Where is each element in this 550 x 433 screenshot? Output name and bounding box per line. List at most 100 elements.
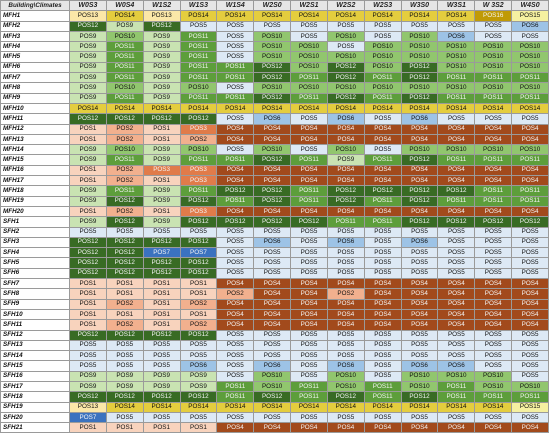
table-cell: POS4 [437, 175, 476, 187]
table-cell: POS1 [69, 298, 107, 310]
table-cell: POS5 [511, 267, 549, 280]
table-cell: POS11 [216, 391, 255, 403]
table-cell: POS5 [216, 226, 255, 238]
table-cell: POS5 [326, 329, 365, 341]
table-cell: POS9 [142, 154, 181, 166]
column-header: W4S0 [511, 0, 549, 12]
table-cell: POS5 [474, 329, 513, 341]
table-cell: POS9 [326, 154, 365, 166]
table-cell: POS10 [437, 51, 476, 63]
table-cell: POS3 [179, 164, 218, 177]
table-cell: POS12 [142, 113, 181, 125]
table-cell: POS4 [511, 164, 549, 177]
table-cell: POS5 [216, 257, 255, 269]
table-cell: POS12 [179, 236, 218, 249]
table-cell: POS5 [216, 113, 255, 125]
table-row: MFH7 POS9 POS11 POS9 POS11 POS11 POS12 POS11 POS… [0, 72, 549, 84]
column-header: W 3S2 [474, 0, 513, 12]
table-cell: POS11 [437, 154, 476, 166]
table-cell: POS6 [400, 113, 439, 125]
table-cell: POS12 [253, 92, 292, 104]
table-cell: POS5 [216, 20, 255, 32]
table-cell: POS9 [69, 41, 107, 53]
row-label: SFH6 [0, 267, 70, 280]
table-cell: POS10 [290, 51, 328, 63]
table-cell: POS4 [253, 133, 292, 146]
table-cell: POS2 [105, 319, 144, 331]
row-label: SFH12 [0, 329, 70, 341]
table-row: MFH1 POS13 POS14 POS13 POS14 POS14 POS14 POS14 P… [0, 10, 549, 22]
table-cell: POS10 [253, 51, 292, 63]
table-cell: POS5 [437, 411, 476, 424]
table-cell: POS2 [216, 288, 255, 300]
table-cell: POS4 [474, 288, 513, 300]
table-cell: POS1 [179, 278, 218, 290]
table-cell: POS5 [474, 350, 513, 362]
table-cell: POS4 [216, 308, 255, 321]
table-cell: POS12 [105, 113, 144, 125]
table-cell: POS10 [326, 82, 365, 94]
table-cell: POS1 [142, 205, 181, 218]
table-cell: POS4 [290, 319, 328, 331]
table-cell: POS5 [142, 350, 181, 362]
table-cell: POS4 [511, 133, 549, 146]
table-row: SFH4 POS12 POS12 POS7 POS7 POS5 POS5 POS5 POS5 PO… [0, 247, 549, 259]
table-cell: POS14 [105, 10, 144, 22]
table-cell: POS11 [216, 92, 255, 104]
table-cell: POS12 [400, 216, 439, 228]
row-label: SFH18 [0, 391, 70, 403]
table-cell: POS5 [216, 51, 255, 63]
table-cell: POS5 [363, 411, 402, 424]
table-cell: POS4 [400, 205, 439, 218]
table-cell: POS5 [179, 350, 218, 362]
table-cell: POS11 [474, 154, 513, 166]
row-label: SFH10 [0, 308, 70, 321]
table-cell: POS14 [253, 10, 292, 22]
table-cell: POS4 [511, 123, 549, 135]
table-cell: POS11 [216, 380, 255, 393]
table-cell: POS4 [474, 308, 513, 321]
table-cell: POS5 [253, 247, 292, 259]
table-cell: POS4 [437, 205, 476, 218]
table-cell: POS5 [363, 339, 402, 352]
table-row: SFH16 POS9 POS9 POS9 POS9 POS5 POS10 POS5 POS10 P… [0, 370, 549, 382]
table-cell: POS9 [142, 72, 181, 84]
table-cell: POS4 [290, 164, 328, 177]
table-cell: POS5 [400, 339, 439, 352]
table-cell: POS4 [363, 164, 402, 177]
table-cell: POS5 [253, 350, 292, 362]
table-cell: POS11 [290, 154, 328, 166]
table-row: MFH13 POS1 POS2 POS1 POS2 POS4 POS4 POS4 POS4 POS… [0, 133, 549, 146]
table-cell: POS11 [474, 92, 513, 104]
table-cell: POS12 [179, 216, 218, 228]
row-label: MFH20 [0, 205, 70, 218]
table-row: SFH2 POS5 POS5 POS5 POS5 POS5 POS5 POS5 POS5 POS5… [0, 226, 549, 238]
table-cell: POS4 [437, 164, 476, 177]
table-row: SFH13 POS5 POS5 POS5 POS5 POS5 POS5 POS5 POS5 POS… [0, 339, 549, 352]
table-cell: POS4 [474, 319, 513, 331]
table-cell: POS4 [474, 278, 513, 290]
table-cell: POS5 [216, 41, 255, 53]
table-cell: POS9 [142, 61, 181, 74]
table-cell: POS4 [437, 308, 476, 321]
table-cell: POS5 [216, 267, 255, 280]
table-cell: POS12 [142, 267, 181, 280]
table-cell: POS4 [216, 298, 255, 310]
table-cell: POS10 [363, 82, 402, 94]
table-cell: POS6 [400, 236, 439, 249]
row-label: MFH4 [0, 41, 70, 53]
table-cell: POS14 [511, 102, 549, 115]
table-cell: POS5 [326, 226, 365, 238]
table-cell: POS12 [142, 391, 181, 403]
table-cell: POS4 [363, 123, 402, 135]
table-cell: POS5 [216, 339, 255, 352]
table-cell: POS6 [437, 360, 476, 372]
table-cell: POS11 [363, 154, 402, 166]
table-cell: POS5 [511, 411, 549, 424]
table-cell: POS11 [179, 51, 218, 63]
table-cell: POS11 [437, 195, 476, 207]
table-cell: POS12 [105, 267, 144, 280]
table-cell: POS10 [363, 41, 402, 53]
table-cell: POS5 [363, 113, 402, 125]
row-label: SFH20 [0, 411, 70, 424]
